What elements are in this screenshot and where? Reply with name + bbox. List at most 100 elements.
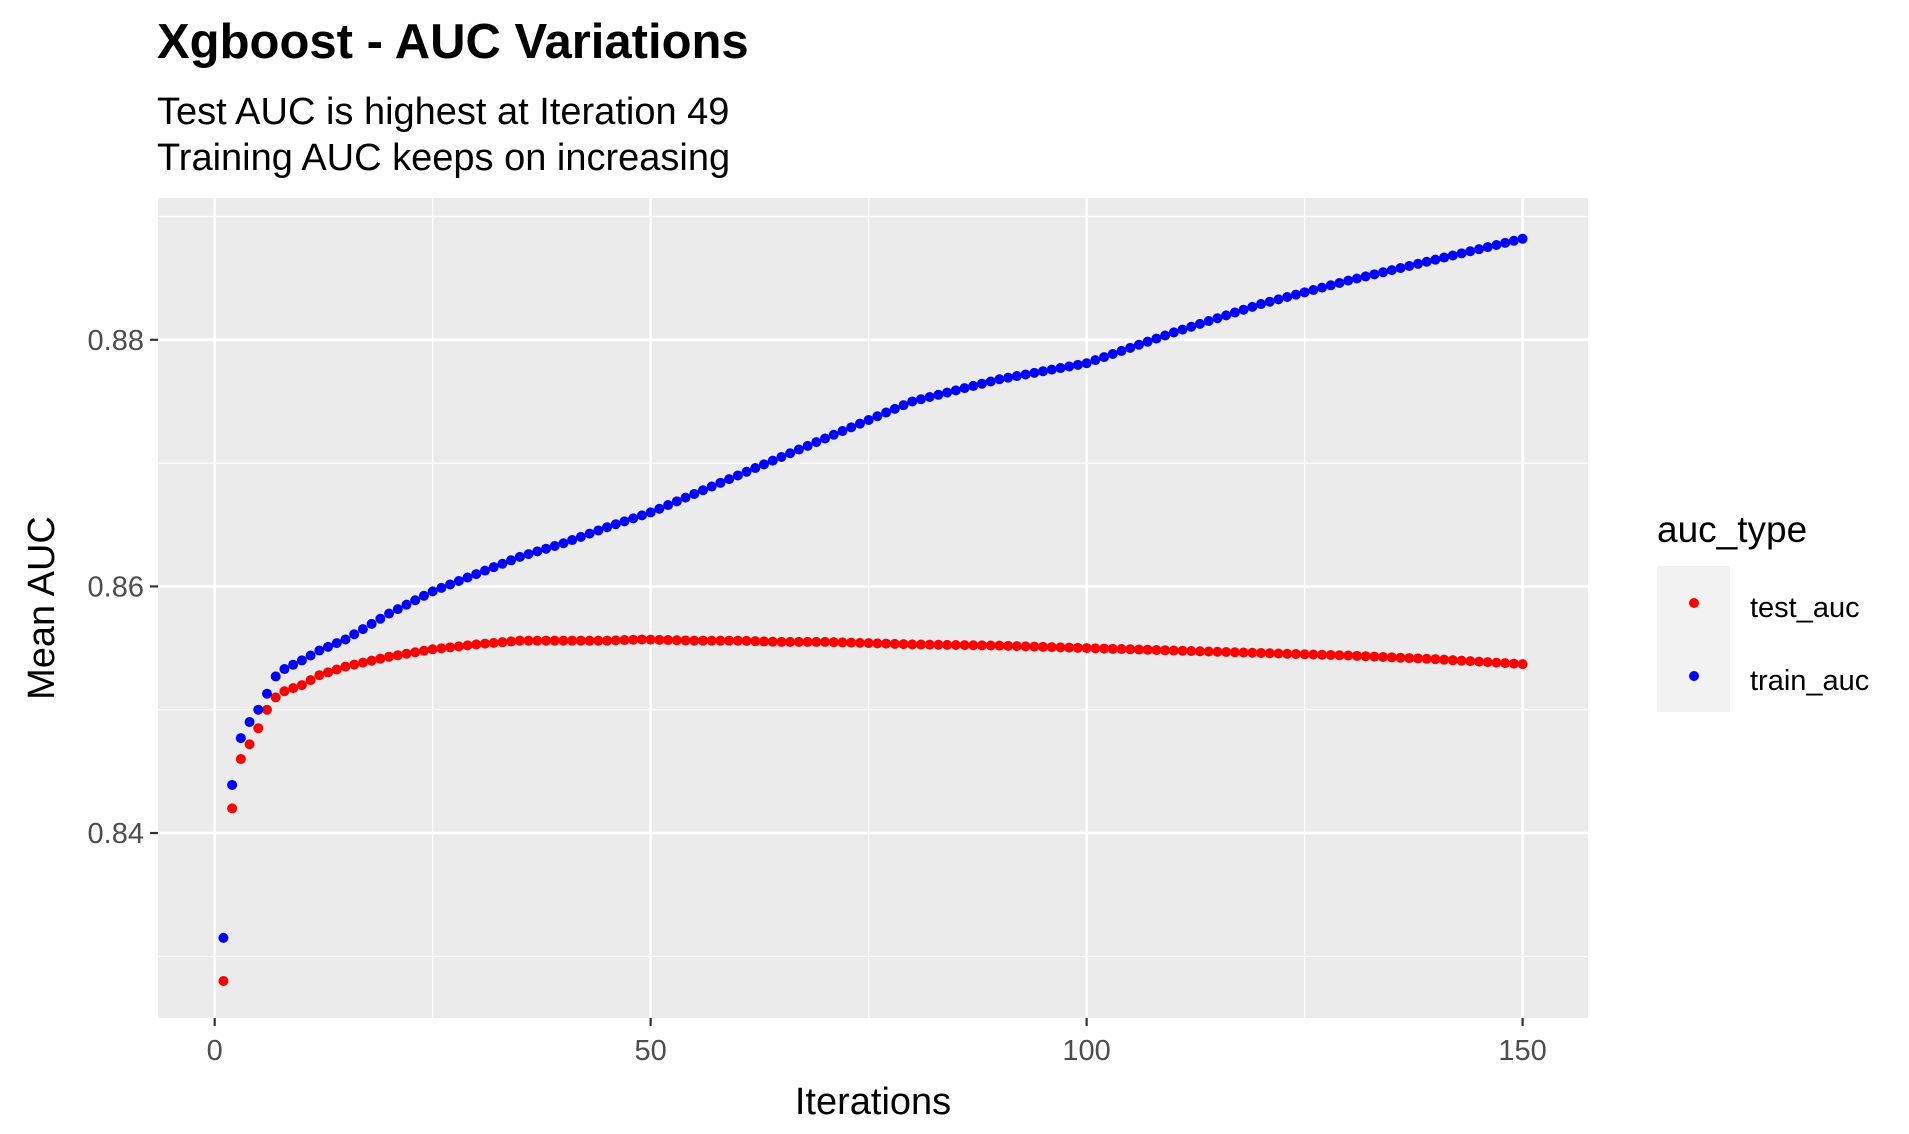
test_auc-point: [1046, 642, 1057, 653]
train_auc-point: [357, 624, 368, 635]
test_auc-point: [1412, 653, 1423, 664]
test_auc-point: [1447, 655, 1458, 666]
test_auc-point: [235, 754, 246, 765]
test_auc-point: [1343, 650, 1354, 661]
test_auc-point: [1517, 659, 1528, 670]
train_auc-point: [1229, 307, 1240, 318]
test_auc-point: [1081, 643, 1092, 654]
train_auc-point: [453, 575, 464, 586]
train_auc-point: [331, 638, 342, 649]
test_auc-point: [1491, 657, 1502, 668]
test_auc-point: [218, 976, 229, 987]
legend-key-train-auc: [1689, 671, 1699, 681]
train_auc-point: [741, 466, 752, 477]
test_auc-point: [907, 639, 918, 650]
test_auc-point: [1308, 649, 1319, 660]
test_auc-point: [549, 635, 560, 646]
train_auc-point: [1282, 292, 1293, 303]
train_auc-point: [288, 659, 299, 670]
train_auc-point: [759, 459, 770, 470]
test_auc-point: [479, 638, 490, 649]
test_auc-point: [1325, 649, 1336, 660]
y-tick-label: 0.86: [88, 571, 144, 603]
train_auc-point: [828, 429, 839, 440]
plot-panel: [158, 198, 1588, 1018]
train_auc-point: [462, 572, 473, 583]
chart-subtitle-line-1: Test AUC is highest at Iteration 49: [157, 91, 729, 133]
train_auc-point: [584, 528, 595, 539]
train_auc-point: [654, 503, 665, 514]
train_auc-point: [541, 543, 552, 554]
train_auc-point: [619, 516, 630, 527]
train_auc-point: [1317, 282, 1328, 293]
train_auc-point: [889, 403, 900, 414]
train_auc-point: [776, 451, 787, 462]
train_auc-point: [1055, 363, 1066, 374]
test_auc-point: [663, 635, 674, 646]
test_auc-point: [1177, 645, 1188, 656]
test_auc-point: [1107, 643, 1118, 654]
train_auc-point: [549, 540, 560, 551]
grid-lines: [158, 198, 1588, 1018]
test_auc-point: [863, 638, 874, 649]
train_auc-point: [1125, 342, 1136, 353]
train_auc-point: [1107, 348, 1118, 359]
test_auc-point: [270, 692, 281, 703]
test_auc-point: [1064, 642, 1075, 653]
test_auc-point: [1186, 646, 1197, 657]
test_auc-point: [541, 635, 552, 646]
train_auc-point: [1439, 252, 1450, 263]
train_auc-point: [1090, 355, 1101, 366]
train_auc-point: [1194, 318, 1205, 329]
test_auc-point: [244, 739, 255, 750]
x-tick-label: 100: [1062, 1035, 1110, 1067]
x-tick-label: 50: [635, 1035, 667, 1067]
test_auc-point: [1125, 644, 1136, 655]
test_auc-point: [1386, 652, 1397, 663]
test_auc-point: [1142, 644, 1153, 655]
train_auc-point: [915, 394, 926, 405]
test_auc-point: [1351, 650, 1362, 661]
train_auc-point: [863, 414, 874, 425]
test_auc-point: [401, 648, 412, 659]
test_auc-point: [1456, 655, 1467, 666]
test_auc-point: [942, 639, 953, 650]
train_auc-point: [296, 655, 307, 666]
test_auc-point: [846, 637, 857, 648]
train_auc-point: [488, 562, 499, 573]
train_auc-point: [1308, 284, 1319, 295]
test_auc-point: [924, 639, 935, 650]
train_auc-point: [968, 380, 979, 391]
train_auc-point: [497, 558, 508, 569]
train_auc-point: [1491, 239, 1502, 250]
test_auc-point: [384, 651, 395, 662]
test_auc-point: [1020, 641, 1031, 652]
test_auc-point: [636, 634, 647, 645]
test_auc-point: [1003, 640, 1014, 651]
train_auc-point: [1500, 237, 1511, 248]
test_auc-point: [968, 640, 979, 651]
test_auc-point: [1317, 649, 1328, 660]
train_auc-point: [793, 444, 804, 455]
test_auc-point: [994, 640, 1005, 651]
train_auc-point: [1247, 301, 1258, 312]
train_auc-point: [697, 485, 708, 496]
train_auc-point: [1273, 294, 1284, 305]
test_auc-point: [802, 636, 813, 647]
test_auc-point: [602, 635, 613, 646]
test_auc-point: [1465, 656, 1476, 667]
train_auc-point: [1072, 359, 1083, 370]
test_auc-point: [453, 641, 464, 652]
train_auc-point: [340, 634, 351, 645]
legend-key-background: [1657, 566, 1730, 712]
train_auc-point: [959, 383, 970, 394]
test_auc-point: [828, 637, 839, 648]
train_auc-point: [1151, 333, 1162, 344]
test_auc-point: [1256, 648, 1267, 659]
test_auc-point: [1282, 648, 1293, 659]
test_auc-point: [793, 636, 804, 647]
test_auc-point: [366, 655, 377, 666]
test_auc-point: [296, 680, 307, 691]
x-tick-label: 150: [1498, 1035, 1546, 1067]
